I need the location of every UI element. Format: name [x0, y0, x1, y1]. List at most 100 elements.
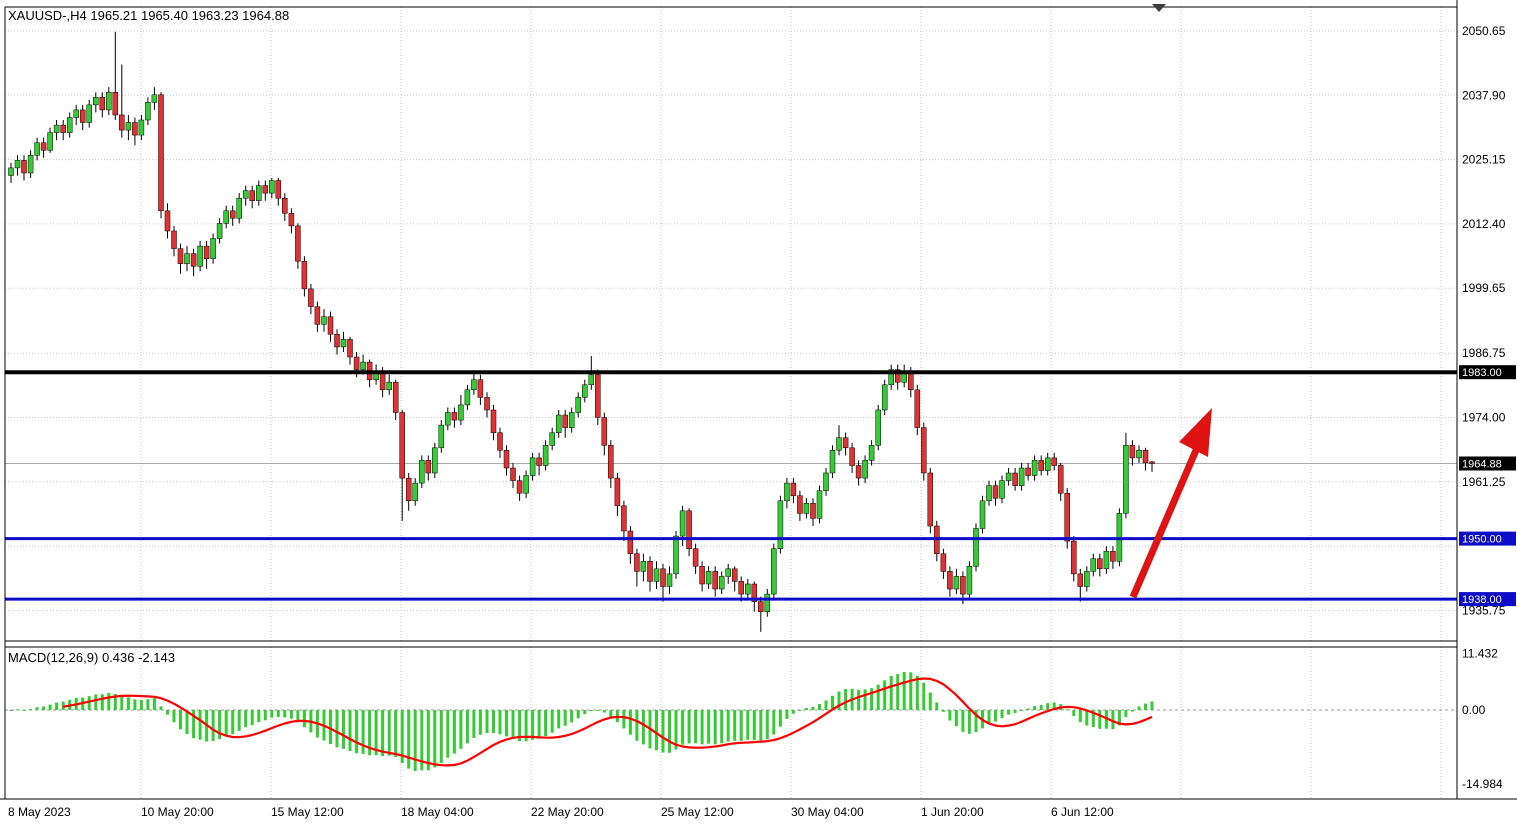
chart-borders [0, 0, 1517, 800]
time-tick-label: 6 Jun 12:00 [1051, 805, 1114, 819]
candle-up [256, 185, 262, 201]
candle-down [940, 553, 947, 572]
candle-up [242, 190, 249, 199]
candle-up [823, 472, 829, 491]
time-tick-label: 15 May 12:00 [271, 805, 344, 819]
macd-histogram-bar [694, 710, 698, 744]
macd-name-label: MACD(12,26,9) [8, 650, 99, 665]
candle-down [353, 356, 360, 370]
candle-up [458, 404, 464, 421]
candle-down [914, 389, 921, 428]
macd-histogram-bar [994, 710, 997, 722]
macd-histogram-bar [302, 710, 306, 728]
macd-histogram-bar [720, 710, 724, 744]
macd-histogram-bar [518, 710, 522, 742]
macd-histogram-bar [889, 676, 893, 710]
macd-histogram-bar [22, 709, 26, 711]
candle-down [960, 576, 966, 595]
candle-up [862, 460, 868, 479]
candle-up [725, 568, 731, 577]
macd-histogram-bar [270, 710, 274, 718]
macd-histogram-bar [231, 710, 235, 735]
macd-histogram-bar [407, 710, 411, 769]
macd-histogram-bar [733, 710, 737, 741]
macd-histogram-bar [707, 710, 711, 744]
macd-panel [5, 672, 1457, 771]
macd-histogram-bar [146, 699, 150, 710]
macd-histogram [9, 672, 1154, 771]
candle-up [705, 571, 712, 585]
macd-histogram-bar [361, 710, 365, 754]
macd-histogram-bar [537, 710, 541, 739]
macd-histogram-bar [55, 702, 59, 710]
candle-down [1077, 573, 1084, 587]
candle-up [53, 124, 60, 133]
candle-up [445, 412, 451, 426]
macd-histogram-bar [459, 710, 463, 749]
macd-histogram-bar [413, 710, 417, 771]
price-tick-label: 2025.15 [1462, 153, 1506, 167]
macd-signal-line [63, 677, 1153, 767]
trend-arrow-annotation[interactable] [1129, 408, 1212, 599]
candle-down [921, 427, 927, 474]
macd-histogram-bar [166, 710, 169, 715]
macd-histogram-bar [224, 710, 228, 737]
candle-down [171, 230, 177, 249]
macd-histogram-bar [374, 710, 378, 756]
macd-histogram-bar [126, 697, 130, 710]
candle-down [647, 561, 653, 582]
candle-up [973, 528, 979, 567]
candle-up [523, 475, 529, 494]
price-level-label: 1964.88 [1462, 459, 1502, 471]
candle-up [986, 485, 992, 502]
macd-histogram-bar [668, 710, 671, 753]
price-tick-label: 1999.65 [1462, 281, 1506, 295]
macd-histogram-bar [107, 693, 111, 710]
macd-histogram-bar [857, 689, 861, 710]
candle-up [816, 490, 823, 519]
candle-up [1136, 450, 1142, 459]
macd-histogram-bar [739, 710, 743, 741]
time-tick-label: 10 May 20:00 [141, 805, 214, 819]
candle-up [829, 450, 836, 474]
candle-up [236, 197, 242, 219]
macd-histogram-bar [896, 674, 900, 710]
candle-up [718, 576, 725, 590]
candle-down [621, 505, 627, 532]
price-axis[interactable]: 2050.65 2037.90 2025.15 2012.40 1999.65 1986.… [1459, 24, 1516, 791]
time-axis[interactable]: 8 May 2023 10 May 20:00 15 May 12:00 18 May… [8, 805, 1114, 819]
candle-down [627, 530, 634, 554]
macd-histogram-bar [746, 710, 750, 740]
macd-histogram-bar [804, 708, 808, 710]
candle-up [34, 142, 40, 156]
macd-histogram-bar [863, 689, 867, 710]
candle-up [575, 397, 581, 413]
macd-histogram-bar [426, 710, 430, 771]
macd-histogram-bar [42, 706, 46, 710]
macd-histogram-bar [967, 710, 971, 734]
macd-histogram-bar [531, 710, 535, 740]
macd-histogram-bar [218, 710, 222, 739]
price-tick-label: 1935.75 [1462, 603, 1506, 617]
macd-histogram-bar [439, 710, 443, 763]
candle-down [158, 94, 164, 212]
candle-up [568, 412, 575, 428]
candle-up [999, 480, 1005, 499]
candle-up [340, 339, 347, 348]
candle-down [177, 248, 184, 264]
arrow-shaft[interactable] [1129, 446, 1201, 599]
candle-down [1051, 457, 1057, 466]
macd-histogram-bar [1039, 705, 1043, 710]
candle-down [112, 92, 119, 116]
candle-down [601, 417, 608, 446]
macd-histogram-bar [1013, 710, 1017, 713]
macd-histogram-bar [798, 710, 802, 711]
macd-histogram-bar [348, 710, 352, 751]
price-tick-label: 1974.00 [1462, 411, 1506, 425]
macd-histogram-bar [687, 710, 691, 744]
candle-up [145, 102, 151, 121]
macd-histogram-bar [381, 710, 385, 757]
arrow-head[interactable] [1179, 408, 1212, 457]
macd-histogram-bar [941, 710, 945, 712]
